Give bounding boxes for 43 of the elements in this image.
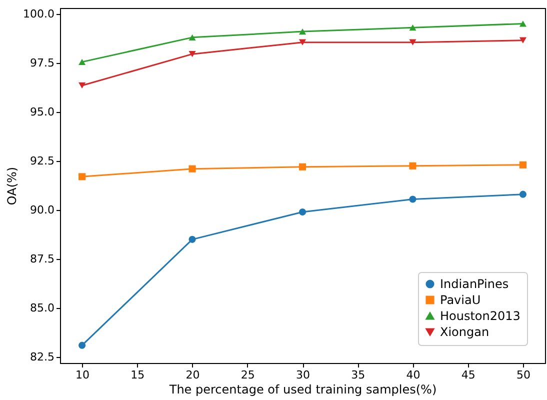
x-tick-label: 10 bbox=[76, 368, 90, 382]
y-tick-label: 97.5 bbox=[30, 56, 54, 70]
y-tick-label: 82.5 bbox=[30, 350, 54, 364]
point bbox=[298, 28, 306, 35]
point bbox=[78, 58, 86, 65]
point bbox=[188, 51, 196, 58]
point bbox=[78, 82, 86, 89]
point bbox=[188, 165, 196, 172]
point bbox=[519, 37, 526, 44]
point bbox=[78, 173, 86, 180]
point bbox=[519, 20, 526, 27]
point bbox=[519, 190, 526, 198]
point bbox=[409, 39, 416, 46]
point bbox=[298, 208, 306, 216]
legend-label: PaviaU bbox=[440, 293, 481, 307]
x-tick-label: 35 bbox=[351, 368, 366, 382]
legend-label: Xiongan bbox=[440, 325, 490, 339]
legend-label: IndianPines bbox=[440, 277, 509, 291]
x-tick-label: 45 bbox=[461, 368, 476, 382]
point bbox=[409, 24, 416, 31]
x-tick-label: 40 bbox=[406, 368, 420, 382]
point bbox=[188, 236, 196, 243]
y-tick-label: 95.0 bbox=[30, 105, 54, 118]
y-tick-label: 92.5 bbox=[30, 154, 54, 168]
y-axis-title: OA(%) bbox=[5, 166, 20, 206]
point bbox=[298, 39, 306, 46]
legend-label: Houston2013 bbox=[440, 309, 520, 323]
y-tick-label: 85.0 bbox=[30, 302, 54, 315]
x-tick-label: 30 bbox=[296, 368, 310, 382]
point bbox=[188, 34, 196, 40]
point bbox=[78, 342, 86, 349]
point bbox=[409, 196, 416, 203]
y-tick-label: 87.5 bbox=[30, 252, 54, 266]
y-tick-label: 100.0 bbox=[23, 7, 54, 20]
x-axis-title: The percentage of used training samples(%) bbox=[168, 382, 437, 396]
x-tick-label: 50 bbox=[516, 368, 530, 382]
x-tick-label: 20 bbox=[186, 368, 200, 382]
point bbox=[409, 162, 416, 170]
x-tick-label: 25 bbox=[240, 368, 255, 382]
point bbox=[519, 161, 526, 168]
y-tick-label: 90.0 bbox=[30, 204, 54, 217]
x-tick-label: 15 bbox=[130, 368, 145, 382]
point bbox=[298, 163, 306, 170]
